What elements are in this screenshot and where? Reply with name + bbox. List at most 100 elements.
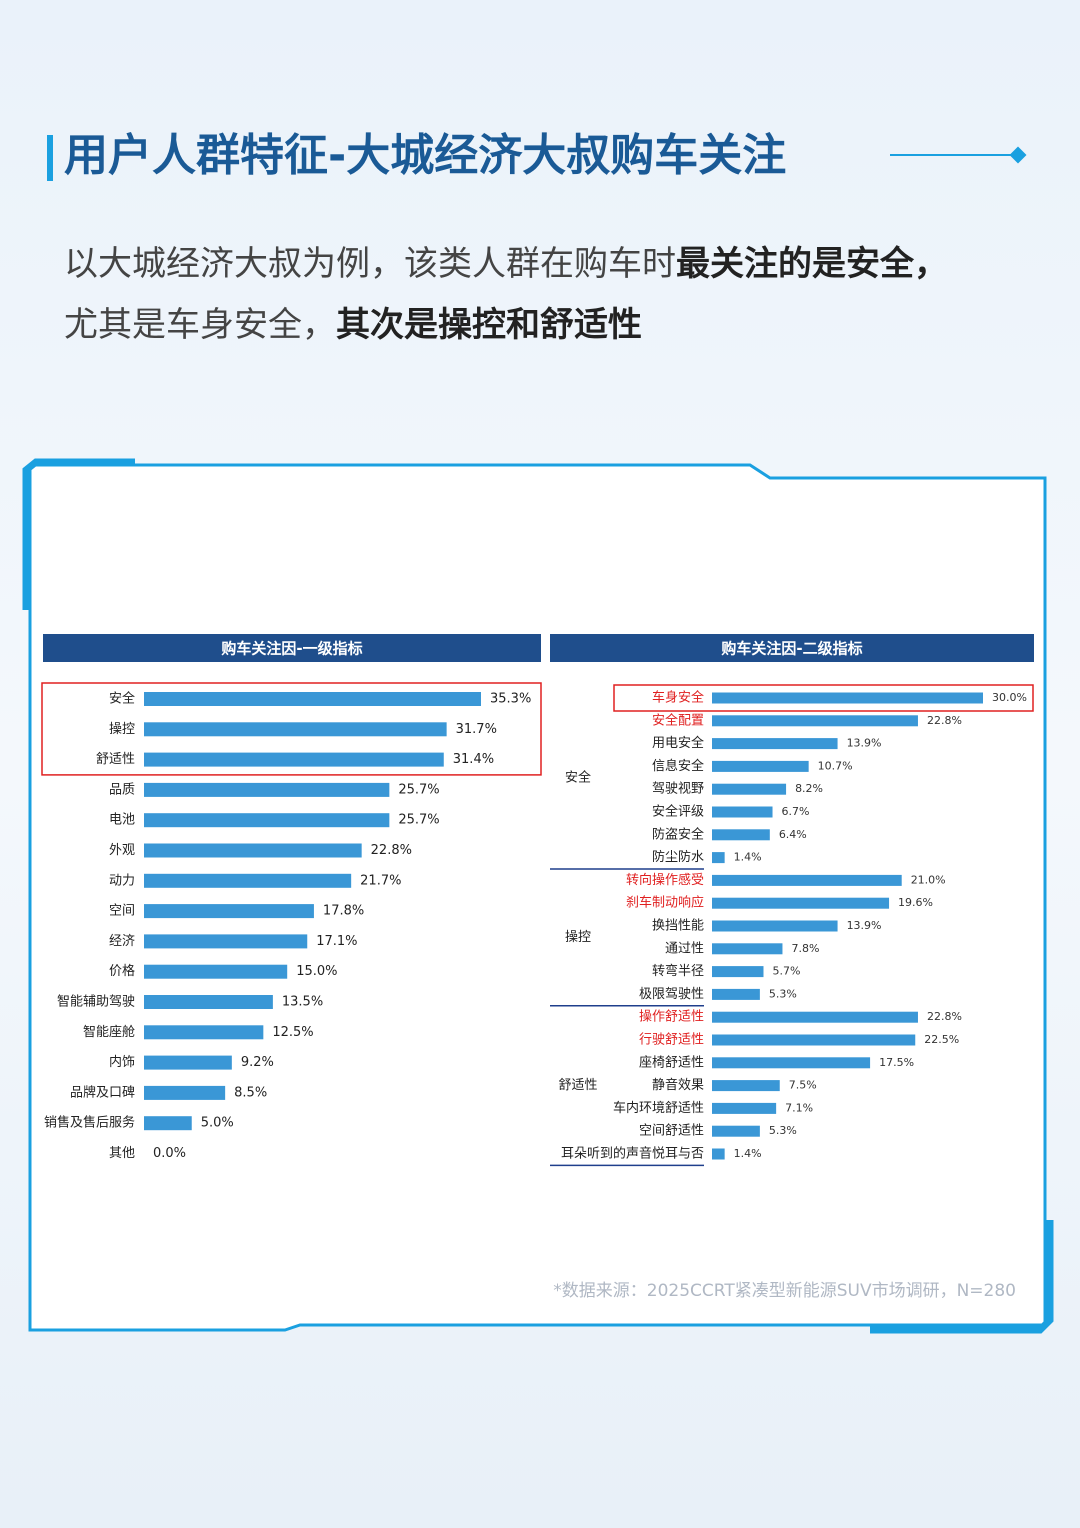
group-label: 安全 — [565, 769, 591, 785]
category-label: 内饰 — [109, 1054, 135, 1070]
bar — [144, 692, 481, 706]
subtitle-segment: 其次是操控和舒适性 — [336, 305, 642, 345]
category-label: 极限驾驶性 — [639, 987, 704, 1002]
bar — [144, 1085, 226, 1100]
value-label: 10.7% — [818, 759, 853, 772]
category-label: 行驶舒适性 — [639, 1033, 704, 1048]
value-label: 30.0% — [992, 691, 1027, 704]
bar — [712, 966, 764, 978]
bar — [144, 752, 444, 767]
subtitle-segment: 尤其是车身安全， — [64, 305, 336, 345]
bar — [712, 806, 773, 818]
page-title: 用户人群特征-大城经济大叔购车关注 — [64, 130, 786, 181]
category-label: 销售及售后服务 — [44, 1115, 135, 1131]
category-label: 驾驶视野 — [652, 782, 704, 797]
category-label: 经济 — [109, 934, 135, 949]
bar — [144, 813, 390, 828]
subtitle-segment: 以大城经济大叔为例，该类人群在购车时 — [64, 244, 676, 284]
category-label: 动力 — [109, 873, 135, 888]
category-label: 用电安全 — [652, 735, 704, 751]
category-label: 静音效果 — [652, 1077, 704, 1093]
category-label: 其他 — [109, 1146, 135, 1161]
value-label: 25.7% — [398, 782, 439, 797]
category-label: 座椅舒适性 — [639, 1055, 704, 1070]
bar — [144, 934, 308, 949]
category-label: 安全配置 — [652, 712, 704, 728]
bar — [712, 692, 983, 704]
highlight-box — [41, 682, 542, 776]
category-label: 转弯半径 — [652, 963, 704, 979]
chart-title: 购车关注因-二级指标 — [721, 640, 862, 658]
category-label: 操控 — [109, 721, 135, 737]
category-label: 安全评级 — [652, 804, 704, 820]
highlight-box — [613, 684, 1034, 712]
value-label: 6.4% — [779, 828, 807, 841]
subtitle-line: 尤其是车身安全，其次是操控和舒适性 — [64, 305, 642, 345]
bar — [712, 1011, 918, 1023]
value-label: 21.7% — [360, 873, 401, 888]
category-label: 品牌及口碑 — [70, 1084, 135, 1100]
value-label: 31.7% — [456, 722, 497, 737]
value-label: 22.8% — [927, 1010, 962, 1023]
bar — [144, 995, 273, 1009]
value-label: 5.3% — [769, 1124, 797, 1137]
value-label: 17.1% — [316, 934, 357, 949]
value-label: 15.0% — [296, 964, 337, 979]
bar — [712, 943, 783, 955]
bar — [712, 1057, 871, 1069]
bar — [712, 829, 770, 841]
bar — [144, 1116, 192, 1131]
category-label: 车身安全 — [652, 690, 704, 706]
category-label: 操作舒适性 — [639, 1009, 704, 1025]
value-label: 19.6% — [898, 896, 933, 909]
value-label: 7.1% — [785, 1101, 813, 1114]
category-label: 转向操作感受 — [626, 872, 704, 888]
bar — [712, 1034, 916, 1046]
value-label: 17.8% — [323, 904, 364, 919]
title-accent — [47, 135, 53, 181]
value-label: 1.4% — [734, 1147, 762, 1160]
subtitle-segment: 最关注的是安全， — [676, 244, 948, 284]
bar — [712, 897, 890, 909]
category-label: 耳朵听到的声音悦耳与否 — [561, 1146, 704, 1162]
chart-title: 购车关注因-一级指标 — [221, 640, 362, 658]
group-label: 操控 — [565, 929, 591, 945]
bar — [712, 760, 809, 772]
bar — [144, 843, 362, 858]
category-label: 安全 — [109, 691, 135, 707]
value-label: 5.7% — [772, 965, 800, 978]
chart-header — [43, 634, 541, 662]
bar — [712, 738, 838, 750]
bar — [712, 1080, 780, 1092]
chart-header — [550, 634, 1034, 662]
category-label: 智能座舱 — [83, 1025, 135, 1040]
bar — [712, 1102, 777, 1114]
value-label: 25.7% — [398, 813, 439, 828]
category-label: 舒适性 — [96, 752, 135, 767]
value-label: 22.8% — [371, 843, 412, 858]
value-label: 35.3% — [490, 692, 531, 707]
value-label: 17.5% — [879, 1056, 914, 1069]
value-label: 13.9% — [847, 919, 882, 932]
bar — [144, 722, 447, 737]
category-label: 价格 — [109, 963, 135, 979]
value-label: 1.4% — [734, 851, 762, 864]
bar — [144, 782, 390, 797]
value-label: 7.5% — [789, 1079, 817, 1092]
category-label: 换挡性能 — [652, 919, 704, 934]
bar — [144, 1055, 232, 1070]
value-label: 31.4% — [453, 752, 494, 767]
value-label: 8.5% — [234, 1085, 267, 1100]
value-label: 5.3% — [769, 987, 797, 1000]
category-label: 防盗安全 — [652, 826, 704, 842]
subtitle-line: 以大城经济大叔为例，该类人群在购车时最关注的是安全， — [64, 244, 948, 284]
category-label: 空间舒适性 — [639, 1124, 704, 1139]
category-label: 空间 — [109, 904, 135, 919]
value-label: 6.7% — [782, 805, 810, 818]
bar — [712, 874, 902, 886]
bar — [712, 1125, 760, 1137]
frame — [28, 463, 1047, 1332]
footnote: *数据来源：2025CCRT紧凑型新能源SUV市场调研，N=280 — [553, 1281, 1016, 1301]
